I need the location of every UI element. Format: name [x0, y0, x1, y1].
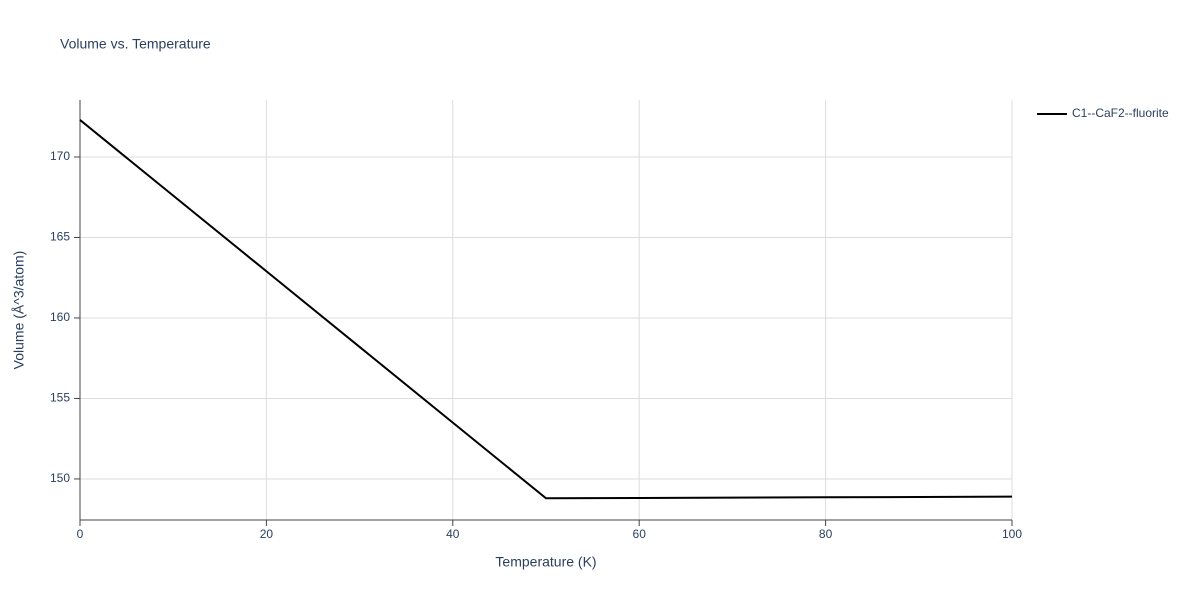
data-line: [79, 119, 1013, 500]
y-axis-label: Volume (Å^3/atom): [11, 251, 27, 370]
x-tick-label: 0: [77, 527, 84, 541]
x-tick-label: 100: [1002, 527, 1022, 541]
x-axis-label: Temperature (K): [495, 554, 596, 570]
y-tick-label: 155: [50, 391, 70, 405]
chart-title: Volume vs. Temperature: [60, 36, 211, 52]
x-tick-label: 40: [446, 527, 460, 541]
y-tick-label: 160: [50, 310, 70, 324]
y-tick-label: 150: [50, 471, 70, 485]
x-tick-label: 20: [260, 527, 274, 541]
x-tick-label: 60: [633, 527, 647, 541]
x-tick-label: 80: [819, 527, 833, 541]
y-tick-label: 165: [50, 230, 70, 244]
legend-label: C1--CaF2--fluorite: [1072, 106, 1169, 120]
y-tick-label: 170: [50, 149, 70, 163]
